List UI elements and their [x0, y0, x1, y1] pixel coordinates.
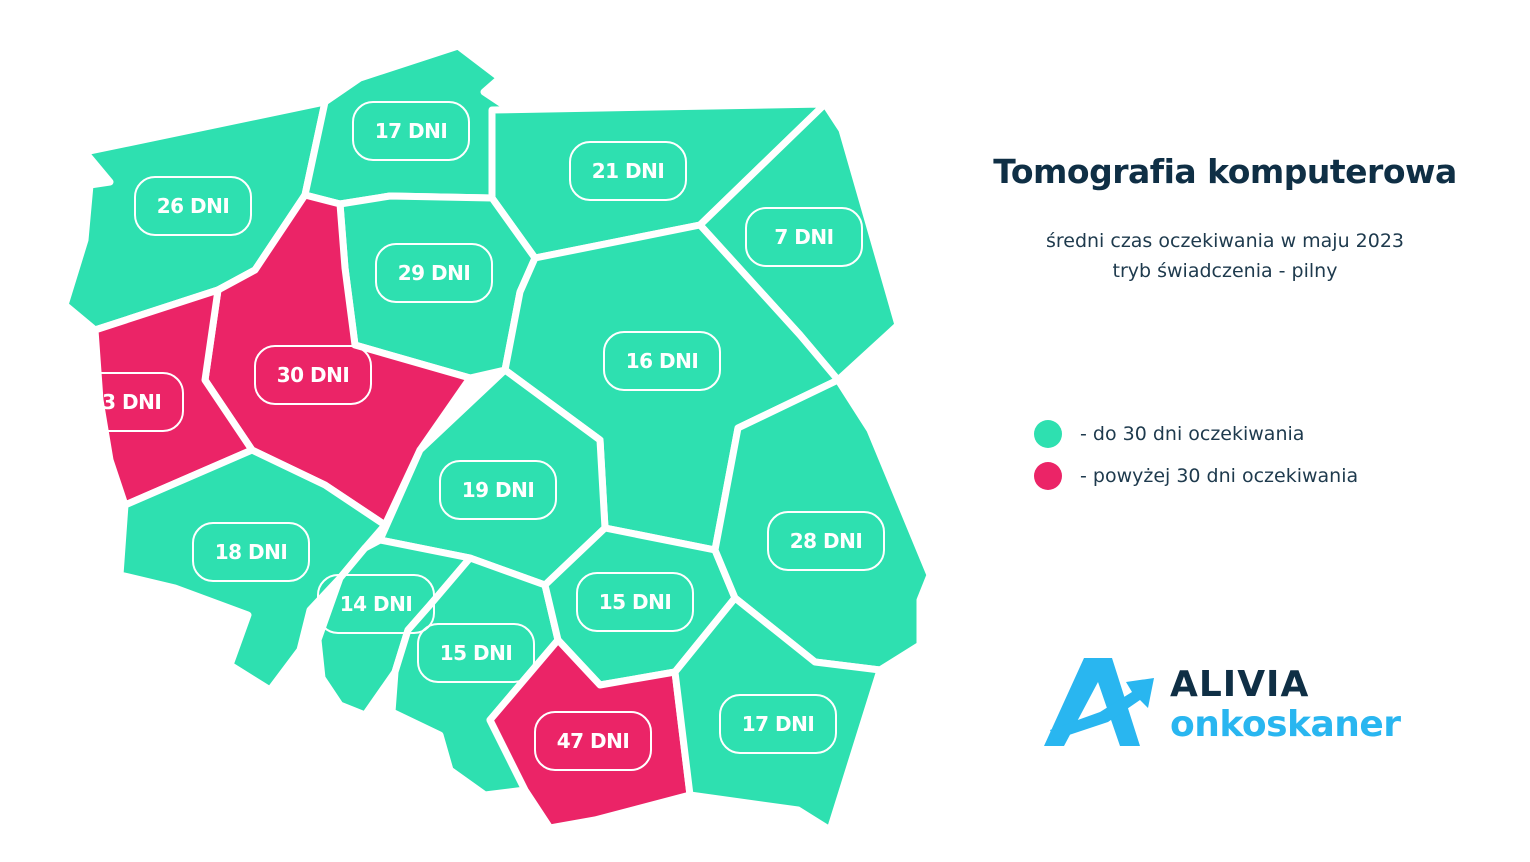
region-pill-kujawsko-pomorskie	[375, 243, 493, 303]
region-label-pomorskie: 17 DNI	[352, 101, 470, 161]
region-label-swietokrzyskie: 15 DNI	[576, 572, 694, 632]
region-days-dolnoslaskie: 18 DNI	[215, 540, 288, 564]
logo-brand-text: ALIVIA	[1170, 664, 1310, 705]
region-days-lodzkie: 19 DNI	[462, 478, 535, 502]
poland-map: 26 DNI 17 DNI 21 DNI 7 DNI 29 DNI 30 DNI 33 DN…	[61, 42, 934, 834]
legend-item-above: - powyżej 30 dni oczekiwania	[1034, 460, 1358, 492]
region-days-mazowieckie: 16 DNI	[626, 349, 699, 373]
region-pill-lubuskie	[66, 372, 184, 432]
legend-item-below: - do 30 dni oczekiwania	[1034, 418, 1358, 450]
region-label-slaskie: 15 DNI	[417, 623, 535, 683]
region-days-lubelskie: 28 DNI	[790, 529, 863, 553]
region-days-warminsko-mazurskie: 21 DNI	[592, 159, 665, 183]
region-label-podlaskie: 7 DNI	[745, 207, 863, 267]
region-pill-slaskie	[417, 623, 535, 683]
region-malopolskie	[486, 636, 694, 832]
region-pill-dolnoslaskie	[192, 522, 310, 582]
regions-layer	[61, 42, 934, 834]
region-label-opolskie: 14 DNI	[317, 574, 435, 634]
region-label-mazowieckie: 16 DNI	[603, 331, 721, 391]
region-pill-pomorskie	[352, 101, 470, 161]
region-days-podkarpackie: 17 DNI	[742, 712, 815, 736]
legend: - do 30 dni oczekiwania - powyżej 30 dni…	[1034, 418, 1358, 502]
region-days-opolskie: 14 DNI	[340, 592, 413, 616]
region-days-malopolskie: 47 DNI	[557, 729, 630, 753]
legend-label-below: - do 30 dni oczekiwania	[1080, 423, 1305, 445]
region-days-lubuskie: 33 DNI	[89, 390, 162, 414]
region-days-pomorskie: 17 DNI	[375, 119, 448, 143]
region-label-wielkopolskie: 30 DNI	[254, 345, 372, 405]
region-lubelskie	[711, 376, 934, 674]
legend-dot-above	[1034, 462, 1062, 490]
region-pill-mazowieckie	[603, 331, 721, 391]
region-dolnoslaskie	[116, 446, 389, 694]
region-pill-swietokrzyskie	[576, 572, 694, 632]
region-label-kujawsko-pomorskie: 29 DNI	[375, 243, 493, 303]
region-days-slaskie: 15 DNI	[440, 641, 513, 665]
region-pill-malopolskie	[534, 711, 652, 771]
region-label-lodzkie: 19 DNI	[439, 460, 557, 520]
region-days-swietokrzyskie: 15 DNI	[599, 590, 672, 614]
labels-layer: 26 DNI 17 DNI 21 DNI 7 DNI 29 DNI 30 DNI 33 DN…	[66, 101, 885, 771]
region-days-podlaskie: 7 DNI	[774, 225, 833, 249]
region-pill-lodzkie	[439, 460, 557, 520]
region-pill-podkarpackie	[719, 694, 837, 754]
region-days-kujawsko-pomorskie: 29 DNI	[398, 261, 471, 285]
region-label-warminsko-mazurskie: 21 DNI	[569, 141, 687, 201]
logo-a-arrow-icon	[1044, 658, 1154, 746]
region-days-wielkopolskie: 30 DNI	[277, 363, 350, 387]
logo-product-text: onkoskaner	[1170, 704, 1401, 745]
map-subtitle-line1: średni czas oczekiwania w maju 2023	[1045, 230, 1405, 252]
region-pill-zachodniopomorskie	[134, 176, 252, 236]
region-pill-lubelskie	[767, 511, 885, 571]
map-title: Tomografia komputerowa	[993, 152, 1457, 191]
region-label-lubuskie: 33 DNI	[66, 372, 184, 432]
region-pill-wielkopolskie	[254, 345, 372, 405]
region-days-zachodniopomorskie: 26 DNI	[157, 194, 230, 218]
region-pill-opolskie	[317, 574, 435, 634]
region-label-malopolskie: 47 DNI	[534, 711, 652, 771]
region-pill-podlaskie	[745, 207, 863, 267]
region-label-zachodniopomorskie: 26 DNI	[134, 176, 252, 236]
region-label-lubelskie: 28 DNI	[767, 511, 885, 571]
map-subtitle-line2: tryb świadczenia - pilny	[1112, 260, 1338, 282]
region-pill-warminsko-mazurskie	[569, 141, 687, 201]
region-podkarpackie	[671, 594, 884, 834]
logo: ALIVIA onkoskaner	[1040, 652, 1430, 752]
region-label-dolnoslaskie: 18 DNI	[192, 522, 310, 582]
legend-label-above: - powyżej 30 dni oczekiwania	[1080, 465, 1359, 487]
legend-dot-below	[1034, 420, 1062, 448]
region-label-podkarpackie: 17 DNI	[719, 694, 837, 754]
